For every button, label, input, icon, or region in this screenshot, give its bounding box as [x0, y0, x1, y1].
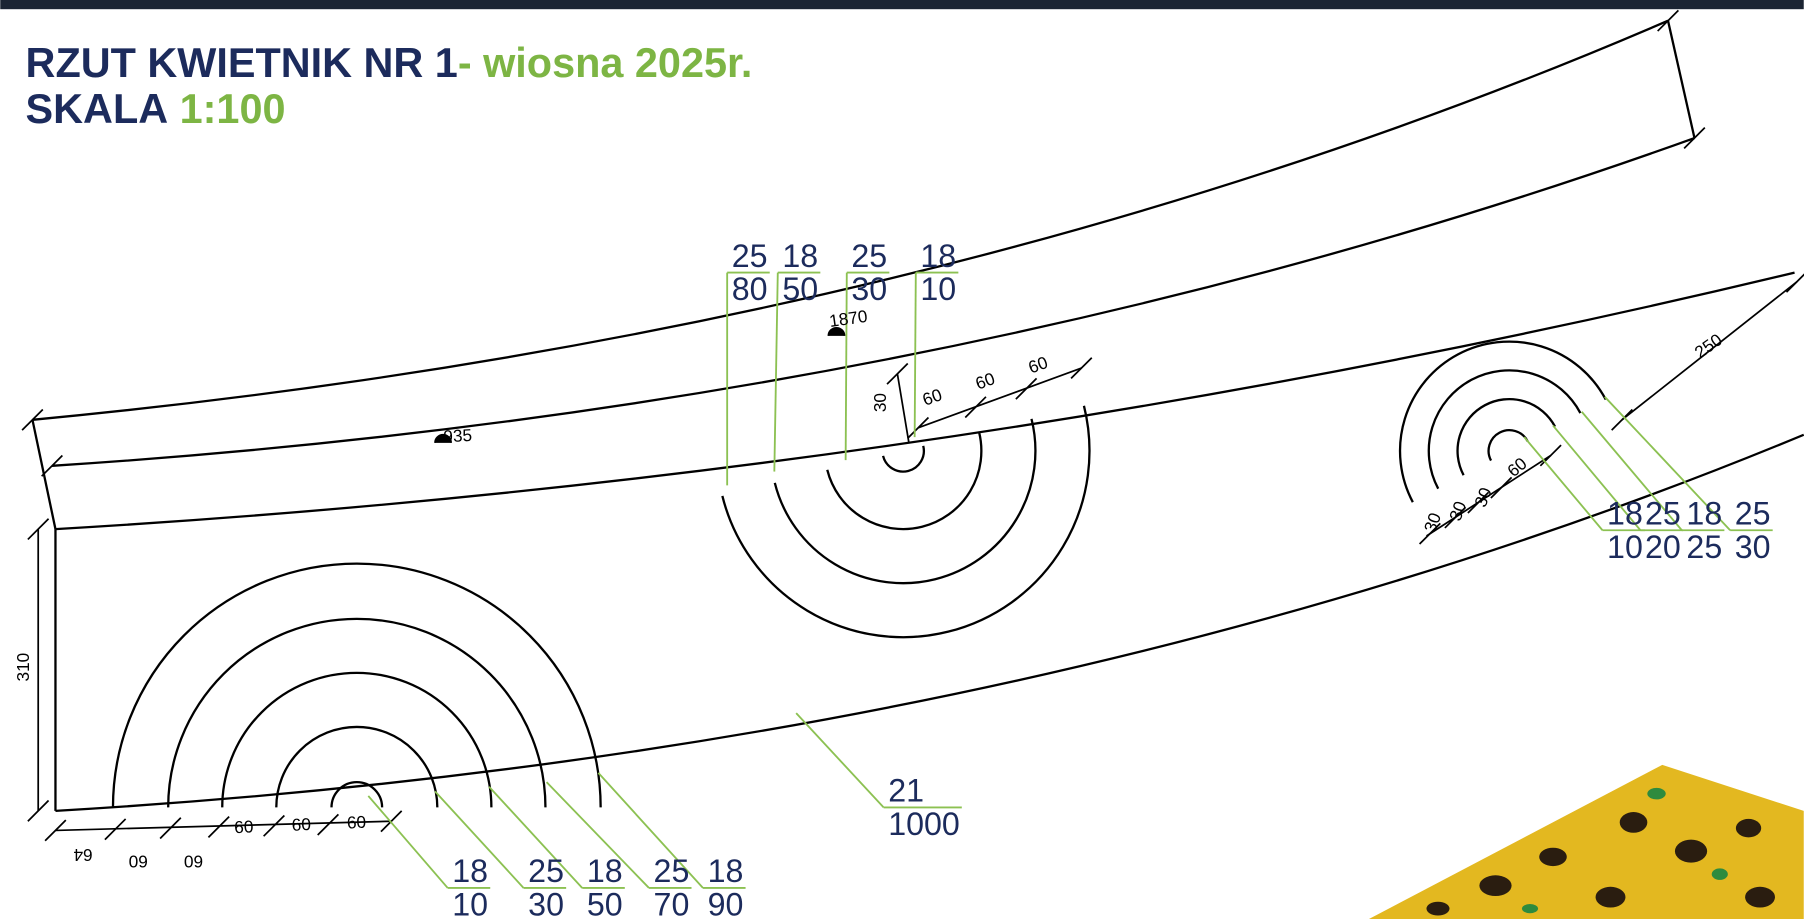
plant-area: 1000 — [888, 806, 960, 842]
dimension-label: 64 — [73, 845, 93, 865]
dimension-label: 60 — [234, 816, 254, 837]
plant-count: 25 — [851, 238, 887, 274]
tick — [965, 397, 986, 418]
dimension-label: 935 — [443, 425, 473, 446]
dimension-label: 60 — [973, 368, 998, 393]
semicircle — [1362, 303, 1606, 502]
dimension-label: 60 — [346, 812, 366, 833]
tick — [908, 418, 929, 439]
arc-symbol — [435, 328, 844, 443]
plant-area: 10 — [920, 271, 956, 307]
leader — [846, 273, 847, 460]
tick — [1071, 358, 1092, 379]
semicircle — [827, 432, 998, 546]
plan-drawing: RZUT KWIETNIK NR 1- wiosna 2025r. SKALA1… — [0, 0, 1804, 919]
title: RZUT KWIETNIK NR 1- wiosna 2025r. — [26, 40, 753, 86]
tick — [264, 815, 285, 836]
plant-area: 20 — [1645, 529, 1681, 565]
plant-area: 30 — [851, 271, 887, 307]
plant-area: 50 — [782, 271, 818, 307]
leader — [796, 713, 883, 807]
plant-area: 50 — [587, 887, 623, 919]
dim-line — [897, 374, 909, 443]
scale-value: 1:100 — [180, 86, 286, 132]
plant-area: 80 — [732, 271, 768, 307]
semicircle — [276, 727, 437, 807]
scale-label: SKALA — [26, 86, 169, 132]
plant-area: 25 — [1686, 529, 1722, 565]
dimension-label: 310 — [13, 653, 33, 682]
leader — [1524, 437, 1602, 530]
semicircle — [775, 419, 1064, 611]
page: {"header":{"title":"RZUT KWIETNIK NR 1",… — [0, 0, 1804, 919]
tick — [1658, 10, 1679, 31]
plant-area: 70 — [654, 887, 690, 919]
tick — [1684, 128, 1705, 149]
semicircle — [1400, 342, 1580, 489]
semicircle — [1439, 381, 1555, 475]
plant-count: 25 — [732, 238, 768, 274]
plant-area: 30 — [1735, 529, 1771, 565]
dimension-label: 30 — [1420, 510, 1445, 535]
circles — [113, 303, 1606, 807]
tick — [318, 814, 339, 835]
top-bar — [0, 0, 1803, 9]
semicircle — [113, 564, 601, 808]
plant-area: 10 — [452, 887, 488, 919]
dimension-label: 60 — [1503, 453, 1531, 481]
leader — [915, 273, 916, 437]
dimension-label: 30 — [870, 393, 890, 412]
pansy-photo — [1369, 765, 1804, 919]
leaders — [368, 273, 1772, 888]
tick — [1612, 409, 1633, 430]
dimension-label: 60 — [129, 852, 148, 872]
dimension-label: 60 — [1026, 352, 1051, 377]
plant-count: 21 — [888, 773, 924, 809]
title-suffix: - wiosna 2025r. — [458, 40, 752, 86]
plant-area: 30 — [528, 887, 564, 919]
plant-count: 25 — [1645, 495, 1681, 531]
plant-count: 18 — [452, 853, 488, 889]
plant-count: 18 — [920, 238, 956, 274]
dimension-label: 30 — [1445, 498, 1470, 523]
leader — [774, 273, 777, 472]
tick — [1540, 445, 1561, 466]
dimension-label: 250 — [1691, 329, 1726, 362]
photo — [1369, 765, 1804, 919]
semicircle — [722, 406, 1129, 677]
plant-area: 90 — [708, 887, 744, 919]
leader — [368, 796, 447, 888]
bed-outline — [32, 21, 1803, 831]
plant-count: 25 — [528, 853, 564, 889]
plant-area: 10 — [1607, 529, 1643, 565]
plant-count: 18 — [1607, 495, 1643, 531]
tick — [1016, 378, 1037, 399]
plant-count: 18 — [587, 853, 623, 889]
plant-count: 18 — [1686, 495, 1722, 531]
dimension-label: 1870 — [828, 306, 869, 331]
tick — [887, 363, 908, 384]
plant-count: 25 — [1735, 495, 1771, 531]
edge — [1668, 21, 1694, 138]
title-main: RZUT KWIETNIK NR 1 — [26, 40, 458, 86]
semicircle — [883, 446, 928, 476]
plant-count: 25 — [654, 853, 690, 889]
dimension-label: 60 — [291, 814, 311, 835]
ticks — [22, 10, 1804, 840]
plant-count: 18 — [708, 853, 744, 889]
semicircle — [1481, 423, 1527, 461]
dimension-label: 60 — [184, 852, 203, 872]
dimension-label: 60 — [920, 384, 945, 409]
plant-count: 18 — [782, 238, 818, 274]
